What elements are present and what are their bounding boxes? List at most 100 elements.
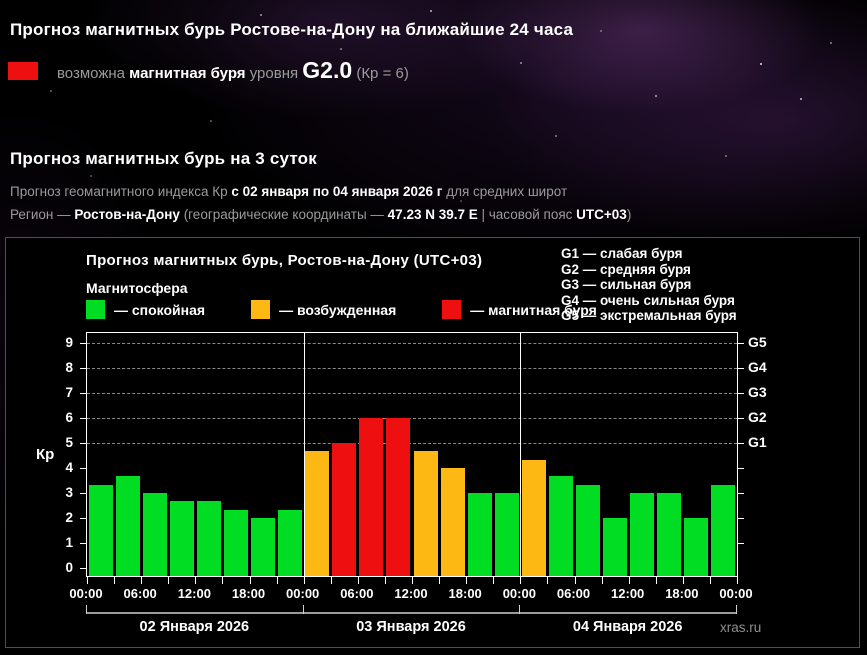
x-tick [628,576,630,584]
date-label: 02 Января 2026 [139,619,250,635]
storm-level-swatch [8,61,38,80]
x-tick-label: 00:00 [286,586,320,601]
kp-bar [142,493,167,576]
legend-item-quiet: — спокойная [86,300,205,319]
x-tick [439,576,441,584]
x-tick [384,576,386,584]
g-scale-line: G1 — слабая буря [561,246,683,261]
y-tick [80,393,86,394]
kp-bar [386,418,411,576]
x-tick-label: 18:00 [448,586,482,601]
legend-label: — спокойная [114,301,206,318]
x-tick-label: 12:00 [611,586,645,601]
region-close-paren: ) [626,207,632,222]
gridline-G1 [87,443,737,444]
chart-title: Прогноз магнитных бурь, Ростов-на-Дону (… [86,252,483,269]
kp-bar [521,459,546,576]
page-title-3day: Прогноз магнитных бурь на 3 суток [10,149,317,168]
y-tick-right [738,468,744,469]
magnetosphere-legend: — спокойная — возбужденная — магнитная бур… [86,300,597,319]
y-tick [80,493,86,494]
date-band-tick [519,605,521,614]
kp-bar [115,476,140,576]
x-tick-label: 18:00 [231,586,266,601]
period-text: Прогноз геомагнитного индекса Кр [10,184,232,199]
alert-kp-note: (Кр = 6) [352,65,409,82]
kp-bar [278,509,303,576]
y-tick-right [738,518,744,519]
legend-item-excited: — возбужденная [251,300,396,319]
x-tick [330,576,332,584]
period-dates: с 02 января по 04 января 2026 г [231,184,443,199]
kp-bar [332,443,357,576]
x-tick-label: 00:00 [719,586,753,601]
gridline-G4 [87,368,737,369]
forecast-period-line: Прогноз геомагнитного индекса Кр с 02 ян… [10,184,567,199]
day-divider [303,333,305,576]
g-scale-line: G5 — экстремальная буря [561,308,737,323]
chart-subtitle: Магнитосфера [86,280,188,296]
y-tick-label: 2 [65,510,73,525]
legend-label: — возбужденная [279,301,397,318]
y-tick-right [738,368,744,369]
y-tick-label: 7 [65,385,73,400]
x-tick [141,576,143,584]
date-band: 02 Января 2026 03 Января 2026 04 Января 20… [86,605,737,645]
kp-bar [223,509,248,576]
kp-bar [413,451,438,576]
y-tick-label: 5 [65,435,73,450]
kp-bar [576,484,601,576]
date-band-line [86,612,736,614]
x-tick [222,576,224,584]
y-tick-right [738,493,744,494]
gridline-G5 [87,343,737,344]
region-timezone: UTC+03 [576,207,627,222]
gridline-G3 [87,393,737,394]
y-tick [80,443,86,444]
forecast-chart-panel: Прогноз магнитных бурь, Ростов-на-Дону (… [5,237,860,648]
y-tick [80,518,86,519]
day-divider [520,333,522,576]
g-level-label: G5 [748,334,767,350]
x-tick [87,576,88,584]
date-label: 04 Января 2026 [572,619,683,635]
y-tick-right [738,393,744,394]
period-suffix: для средних широт [442,184,568,199]
x-tick [466,576,468,584]
kp-bar [169,501,194,576]
x-tick [168,576,170,584]
x-tick [547,576,549,584]
y-tick-label: 3 [65,485,73,500]
region-line: Регион — Ростов-на-Дону (географические … [10,207,631,222]
legend-swatch-quiet [86,300,105,319]
kp-bar [548,476,573,576]
kp-bar [684,518,709,576]
region-coords-prefix: (географические координаты — [179,207,388,222]
y-tick-label: 9 [65,335,73,350]
storm-alert: возможна магнитная буря уровня G2.0 (Кр … [8,57,409,84]
y-axis-title: Кр [36,446,55,463]
x-tick [412,576,413,584]
legend-swatch-storm [442,300,462,319]
x-tick-label: 00:00 [69,586,103,601]
alert-level-word: уровня [245,65,303,82]
g-level-label: G2 [748,409,767,425]
x-tick [709,576,711,584]
y-tick-right [738,443,744,444]
kp-bar [630,493,655,576]
gridline-G2 [87,418,737,419]
y-tick [80,543,86,544]
region-tz-prefix: | часовой пояс [477,207,577,222]
kp-bar [305,451,330,576]
storm-level-value: G2.0 [302,57,353,83]
x-tick-label: 06:00 [556,586,591,601]
region-prefix: Регион — [10,207,75,222]
y-tick-right [738,418,744,419]
g-level-label: G4 [748,359,767,375]
kp-bar [359,418,384,576]
y-tick-label: 8 [65,360,73,375]
x-tick-label: 06:00 [340,586,374,601]
date-band-tick [302,605,304,614]
y-tick [80,368,86,369]
x-axis-labels: 00:00 06:00 12:00 18:00 00:00 06:00 12:00 18:00… [69,586,752,602]
